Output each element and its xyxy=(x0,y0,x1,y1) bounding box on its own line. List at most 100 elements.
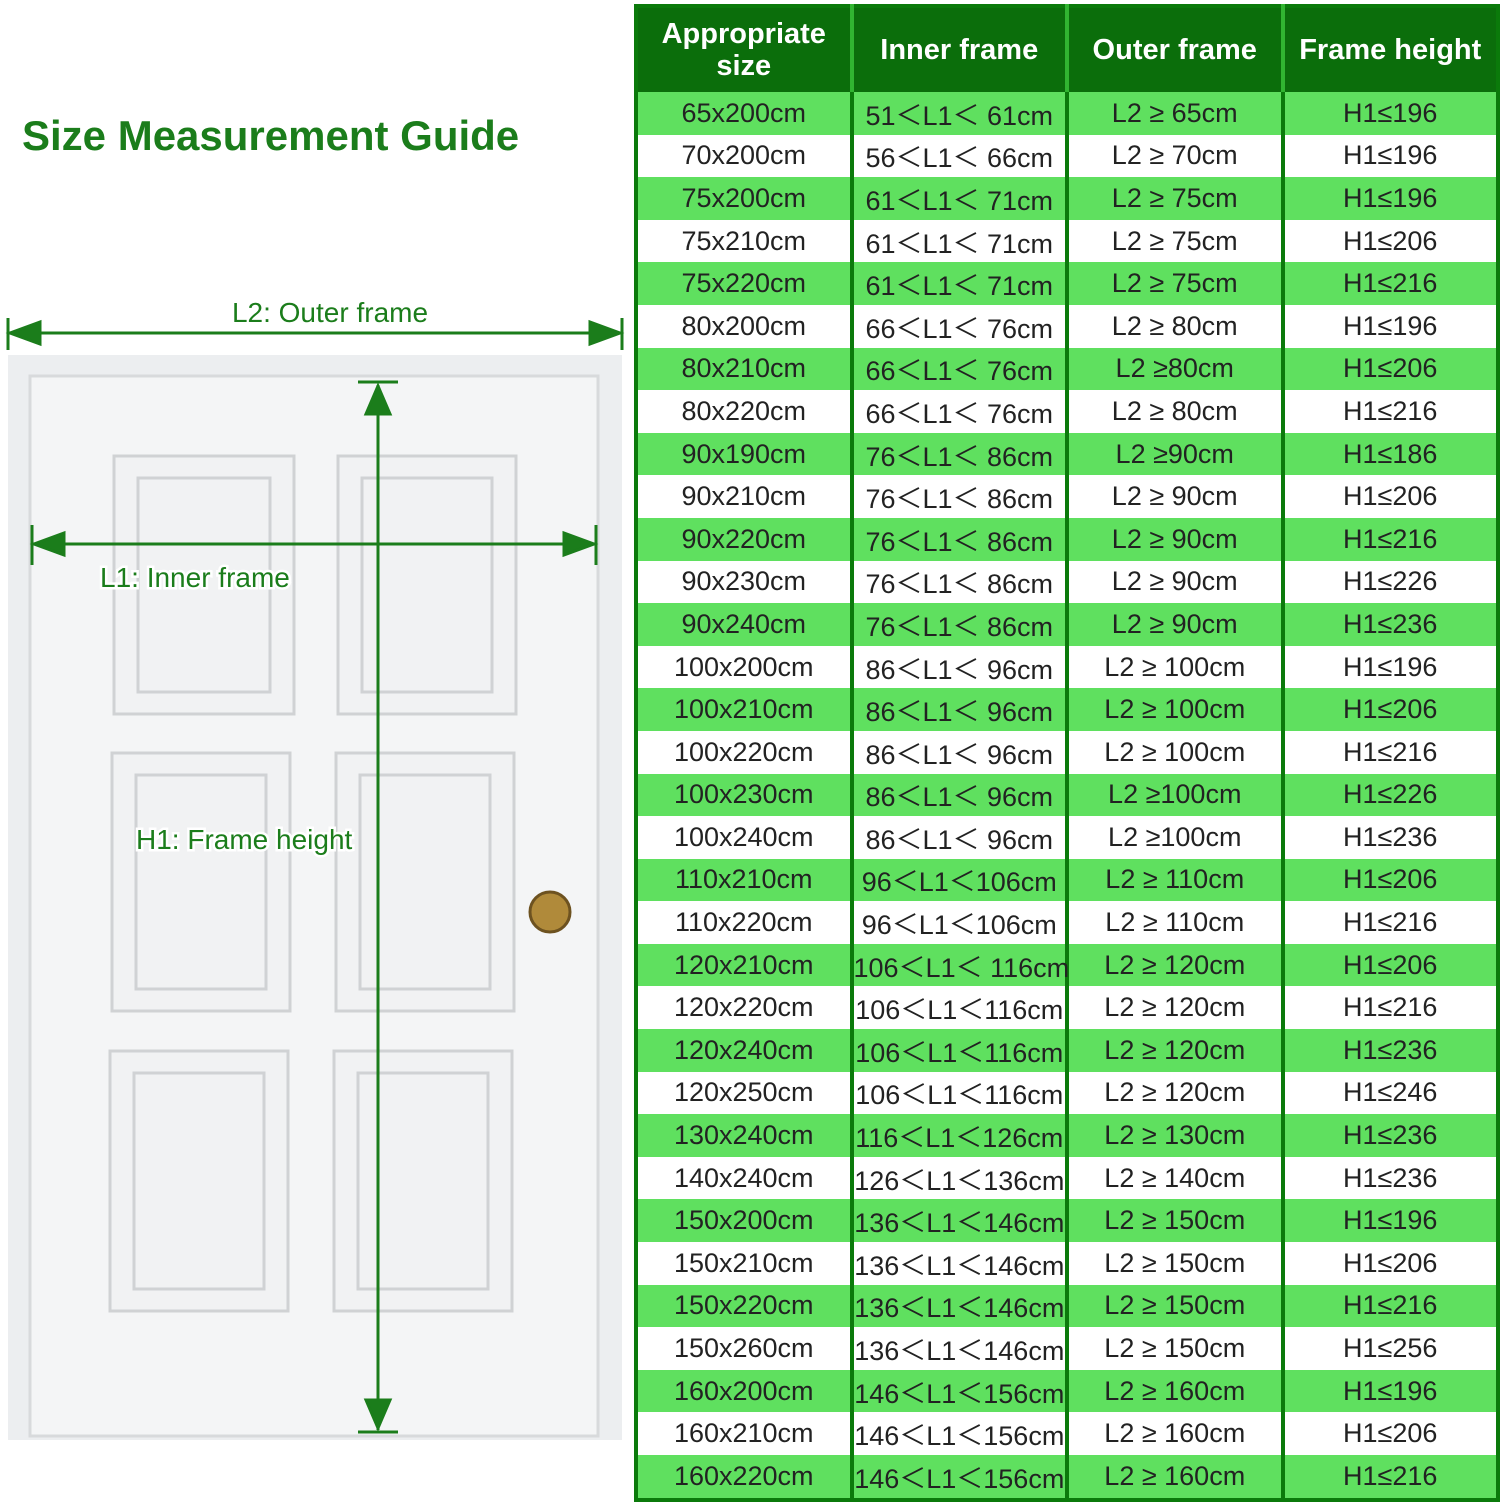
table-cell: 100x220cm xyxy=(636,730,854,774)
header-cell: Frame height xyxy=(1282,6,1498,92)
table-cell: H1≤186 xyxy=(1282,432,1498,476)
table-cell: H1≤216 xyxy=(1343,992,1438,1023)
table-row: 130x240cm 116＜L1＜126cm L2 ≥ 130cm H1≤236 xyxy=(636,1114,1498,1157)
table-row: 120x250cm 106＜L1＜116cm L2 ≥ 120cm H1≤246 xyxy=(636,1071,1498,1115)
table-cell: L2 ≥ 150cm xyxy=(1067,1242,1285,1285)
table-cell: H1≤216 xyxy=(1343,395,1438,426)
table-cell: 86＜L1＜ 96cm xyxy=(851,816,1069,859)
table-cell: 100x210cm xyxy=(636,688,854,731)
table-cell: 150x200cm xyxy=(636,1199,854,1243)
table-cell: 126＜L1＜136cm xyxy=(851,1156,1069,1200)
table-row: 90x240cm 76＜L1＜ 86cm L2 ≥ 90cm H1≤236 xyxy=(636,603,1498,646)
table-cell: H1≤216 xyxy=(1282,1284,1498,1328)
table-row: 70x200cm 56＜L1＜ 66cm L2 ≥ 70cm H1≤196 xyxy=(636,134,1498,178)
table-cell: H1≤196 xyxy=(1343,651,1438,682)
table-cell: 80x210cm xyxy=(636,347,854,391)
table-cell: 75x210cm xyxy=(636,219,854,263)
table-row: 100x210cm 86＜L1＜ 96cm L2 ≥ 100cm H1≤206 xyxy=(636,688,1498,731)
table-cell: L2 ≥ 75cm xyxy=(1067,219,1285,263)
table-cell: H1≤206 xyxy=(1282,858,1498,902)
table-cell: 61＜L1＜ 71cm xyxy=(851,262,1069,305)
table-row: 110x220cm 96＜L1＜106cm L2 ≥ 110cm H1≤216 xyxy=(636,901,1498,944)
table-cell: L2 ≥ 90cm xyxy=(1067,517,1285,561)
table-cell: 56＜L1＜ 66cm xyxy=(851,134,1069,178)
table-cell: 51＜L1＜ 61cm xyxy=(851,92,1069,135)
table-cell: 136＜L1＜146cm xyxy=(851,1242,1069,1285)
table-cell: L2 ≥ 100cm xyxy=(1067,688,1285,731)
table-cell: 150x260cm xyxy=(636,1327,854,1370)
table-row: 90x230cm 76＜L1＜ 86cm L2 ≥ 90cm H1≤226 xyxy=(636,560,1498,604)
table-cell: H1≤196 xyxy=(1343,310,1438,341)
table-cell: 106＜L1＜116cm xyxy=(851,986,1069,1030)
table-cell: H1≤226 xyxy=(1343,566,1438,597)
table-cell: 140x240cm xyxy=(636,1156,854,1200)
table-row: 65x200cm 51＜L1＜ 61cm L2 ≥ 65cm H1≤196 xyxy=(636,92,1498,135)
table-cell: 110x220cm xyxy=(636,901,854,944)
table-cell: L2 ≥ 80cm xyxy=(1067,390,1285,433)
table-cell: L2 ≥ 65cm xyxy=(1067,92,1285,135)
table-cell: H1≤196 xyxy=(1282,1369,1498,1413)
table-cell: H1≤236 xyxy=(1343,821,1438,852)
table-row: 80x220cm 66＜L1＜ 76cm L2 ≥ 80cm H1≤216 xyxy=(636,390,1498,433)
table-cell: 80x200cm xyxy=(636,304,854,348)
table-cell: L2 ≥ 110cm xyxy=(1067,858,1285,902)
header-cell: Appropriate size xyxy=(636,6,854,92)
table-cell: L2 ≥ 100cm xyxy=(1067,730,1285,774)
table-cell: 76＜L1＜ 86cm xyxy=(851,432,1069,476)
table-cell: H1≤196 xyxy=(1343,140,1438,171)
table-cell: 146＜L1＜156cm xyxy=(851,1369,1069,1413)
table-cell: 61＜L1＜ 71cm xyxy=(851,219,1069,263)
table-cell: H1≤216 xyxy=(1343,736,1438,767)
table-row: 80x200cm 66＜L1＜ 76cm L2 ≥ 80cm H1≤196 xyxy=(636,304,1498,348)
table-cell: H1≤216 xyxy=(1343,907,1438,938)
table-cell: L2 ≥ 100cm xyxy=(1067,645,1285,689)
door-knob xyxy=(528,890,572,934)
table-cell: 120x210cm xyxy=(636,943,854,987)
table-cell: 116＜L1＜126cm xyxy=(851,1114,1069,1157)
table-cell: L2 ≥ 150cm xyxy=(1067,1327,1285,1370)
inner-label: L1: Inner frame xyxy=(100,562,290,593)
table-cell: 90x220cm xyxy=(636,517,854,561)
table-cell: 160x210cm xyxy=(636,1412,854,1455)
table-cell: 96＜L1＜106cm xyxy=(851,901,1069,944)
table-cell: 76＜L1＜ 86cm xyxy=(851,560,1069,604)
door-panels xyxy=(108,454,518,1313)
table-cell: L2 ≥ 120cm xyxy=(1067,1029,1285,1072)
table-cell: 106＜L1＜116cm xyxy=(851,1071,1069,1115)
table-cell: L2 ≥ 75cm xyxy=(1067,262,1285,305)
table-cell: H1≤236 xyxy=(1343,1162,1438,1193)
table-row: 150x220cm 136＜L1＜146cm L2 ≥ 150cm H1≤216 xyxy=(636,1284,1498,1328)
table-cell: H1≤206 xyxy=(1343,481,1438,512)
table-cell: 76＜L1＜ 86cm xyxy=(851,603,1069,646)
table-cell: 100x240cm xyxy=(636,816,854,859)
table-cell: L2 ≥ 90cm xyxy=(1067,560,1285,604)
table-cell: L2 ≥ 160cm xyxy=(1067,1412,1285,1455)
table-cell: 150x210cm xyxy=(636,1242,854,1285)
table-cell: 110x210cm xyxy=(636,858,854,902)
table-cell: L2 ≥ 160cm xyxy=(1067,1455,1285,1500)
table-cell: 160x200cm xyxy=(636,1369,854,1413)
table-cell: 76＜L1＜ 86cm xyxy=(851,475,1069,518)
table-row: 110x210cm 96＜L1＜106cm L2 ≥ 110cm H1≤206 xyxy=(636,858,1498,902)
table-cell: 86＜L1＜ 96cm xyxy=(851,688,1069,731)
table-cell: 160x220cm xyxy=(636,1455,854,1500)
table-cell: L2 ≥ 150cm xyxy=(1067,1284,1285,1328)
table-cell: H1≤236 xyxy=(1282,1114,1498,1157)
table-cell: L2 ≥ 80cm xyxy=(1067,304,1285,348)
table-cell: L2 ≥ 130cm xyxy=(1067,1114,1285,1157)
table-cell: 146＜L1＜156cm xyxy=(851,1412,1069,1455)
table-cell: 90x210cm xyxy=(636,475,854,518)
title: Size Measurement Guide xyxy=(22,112,520,159)
table-cell: L2 ≥100cm xyxy=(1067,816,1285,859)
table-cell: H1≤196 xyxy=(1282,92,1498,135)
table-row: 120x210cm 106＜L1＜ 116cm L2 ≥ 120cm H1≤206 xyxy=(636,943,1498,987)
table-cell: 65x200cm xyxy=(636,92,854,135)
table-cell: 106＜L1＜116cm xyxy=(851,1029,1069,1072)
table-cell: 120x220cm xyxy=(636,986,854,1030)
table-row: 75x210cm 61＜L1＜ 71cm L2 ≥ 75cm H1≤206 xyxy=(636,219,1498,263)
table-row: 100x200cm 86＜L1＜ 96cm L2 ≥ 100cm H1≤196 xyxy=(636,645,1498,689)
table-row: 100x230cm 86＜L1＜ 96cm L2 ≥100cm H1≤226 xyxy=(636,773,1498,817)
table-cell: L2 ≥ 150cm xyxy=(1067,1199,1285,1243)
table-cell: L2 ≥ 120cm xyxy=(1067,1071,1285,1115)
table-row: 75x200cm 61＜L1＜ 71cm L2 ≥ 75cm H1≤196 xyxy=(636,177,1498,220)
